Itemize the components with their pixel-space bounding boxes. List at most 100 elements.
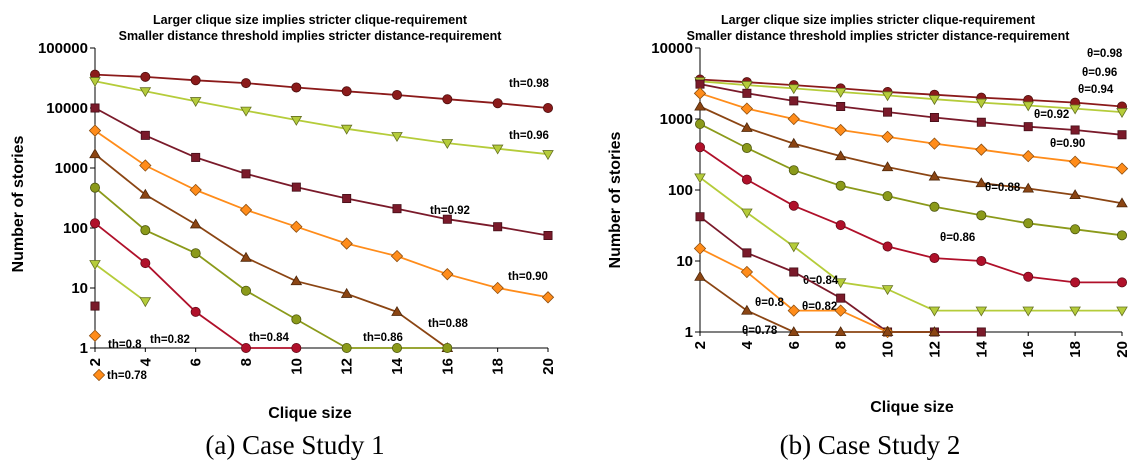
chart-b-series-label: θ=0.92 <box>1034 109 1069 121</box>
chart-a-series-label: th=0.96 <box>509 130 549 142</box>
chart-b-data-point <box>834 304 847 317</box>
chart-a-data-point <box>543 103 554 114</box>
chart-a-data-point <box>240 78 251 89</box>
chart-b-y-tick-label: 1000 <box>660 111 693 128</box>
chart-a-series-line <box>94 263 146 303</box>
chart-b-data-point <box>1069 306 1081 317</box>
chart-a-data-point <box>492 98 503 109</box>
chart-a-series-label: th=0.86 <box>363 332 403 344</box>
chart-b-data-point <box>836 293 846 303</box>
chart-b-series-label: θ=0.78 <box>742 325 778 337</box>
chart-b-data-point <box>740 102 754 115</box>
chart-b-data-point <box>834 88 847 98</box>
chart-b-data-point <box>928 306 941 317</box>
chart-b-data-point <box>881 91 894 102</box>
chart-b-x-tick-label: 4 <box>739 340 756 349</box>
chart-a-x-tick-label: 8 <box>238 358 255 366</box>
chart-b-data-point <box>834 123 847 137</box>
chart-b-data-point <box>928 137 941 150</box>
chart-b-data-point <box>695 142 706 153</box>
chart-a-series: th=0.84 <box>90 218 302 353</box>
chart-a-x-tick-label: 20 <box>540 358 557 375</box>
chart-b-x-tick-label: 18 <box>1067 341 1084 358</box>
chart-b-data-point <box>1116 306 1128 317</box>
chart-b-x-tick-label: 8 <box>833 341 850 349</box>
chart-b-data-point <box>976 117 986 127</box>
chart-b-data-point <box>741 81 753 92</box>
chart-b-data-point <box>834 278 847 289</box>
chart-a-data-point <box>190 306 201 317</box>
chart-b-series-line <box>699 83 1123 136</box>
caption-case-study-2: (b) Case Study 2 <box>780 430 961 460</box>
chart-a-data-point <box>441 139 454 149</box>
chart-a-series: th=0.86 <box>90 182 453 353</box>
chart-a-data-point <box>390 249 404 263</box>
chart-a-data-point <box>90 218 101 229</box>
chart-a-data-point <box>543 230 553 240</box>
chart-a-axes <box>94 48 548 349</box>
chart-a-y-tick-label: 1 <box>80 340 88 357</box>
chart-b-data-point <box>834 326 847 337</box>
chart-case-study-1: Larger clique size implies stricter cliq… <box>10 13 557 422</box>
chart-b-plot-area: 1 10 100 1000 10000 2 4 6 8 10 12 14 16 18 20 θ=0.98 θ=0… <box>651 40 1131 358</box>
chart-a-data-point <box>88 329 102 342</box>
chart-b-data-point <box>1070 125 1080 135</box>
chart-b-data-point <box>835 220 846 231</box>
chart-b-data-point <box>787 326 800 337</box>
chart-a-data-point <box>191 152 201 162</box>
chart-b-title-line-1: Larger clique size implies stricter cliq… <box>721 13 1036 27</box>
chart-b-data-point <box>695 79 705 89</box>
chart-b-data-point <box>741 174 752 185</box>
chart-a-data-point <box>140 258 151 269</box>
chart-b-data-point <box>1117 130 1127 140</box>
chart-a-data-point <box>90 103 100 113</box>
chart-b-data-point <box>1069 189 1081 200</box>
chart-b-series-line <box>699 80 1123 113</box>
chart-a-legend-marker <box>92 368 106 382</box>
chart-a-series-label: th=0.92 <box>430 205 470 217</box>
chart-a-data-point <box>139 188 152 199</box>
chart-a-data-point <box>189 97 202 108</box>
chart-b-series-label: θ=0.94 <box>1078 84 1114 96</box>
chart-b-x-tick-label: 20 <box>1114 341 1131 358</box>
chart-a-data-point <box>391 305 403 316</box>
chart-a-series-label: th=0.82 <box>150 334 190 346</box>
chart-a-series-label: th=0.98 <box>509 78 550 90</box>
chart-b-series-line <box>699 123 1123 237</box>
chart-b-data-point <box>693 87 707 100</box>
chart-b-data-point <box>1070 224 1081 235</box>
chart-b-series: θ=0.86 <box>695 142 1128 288</box>
chart-a-data-point <box>240 251 252 262</box>
chart-b-data-point <box>742 248 752 258</box>
chart-a-data-point <box>140 130 150 140</box>
chart-a-data-point <box>290 116 303 126</box>
chart-a-data-point <box>342 194 352 204</box>
chart-a-series-line <box>94 80 549 156</box>
chart-a-data-point <box>541 291 555 304</box>
chart-b-data-point <box>694 173 706 184</box>
chart-b-data-point <box>928 326 941 337</box>
chart-a-data-point <box>291 314 302 325</box>
chart-b-data-point <box>741 208 753 219</box>
chart-a-data-point <box>240 342 251 353</box>
chart-b-data-point <box>695 212 705 222</box>
chart-a-data-point <box>442 342 453 353</box>
chart-a-x-tick-label: 12 <box>339 358 356 375</box>
chart-a-data-point <box>291 342 302 353</box>
chart-a-data-point <box>139 159 152 172</box>
chart-b-data-point <box>787 242 800 253</box>
chart-a-data-point <box>340 124 353 135</box>
chart-a-series: th=0.8 <box>90 301 142 351</box>
chart-b-data-point <box>1117 277 1128 288</box>
chart-b-data-point <box>883 107 893 117</box>
chart-b-data-point <box>881 161 894 172</box>
chart-b-data-point <box>881 326 894 337</box>
chart-b-data-point <box>976 255 987 266</box>
chart-b-data-point <box>1117 230 1128 241</box>
chart-a-series-line <box>94 187 448 349</box>
chart-b-series: θ=0.96 <box>694 67 1128 119</box>
chart-a-data-point <box>240 285 251 296</box>
chart-b-series-line <box>699 247 888 333</box>
chart-a-data-point <box>392 204 402 214</box>
